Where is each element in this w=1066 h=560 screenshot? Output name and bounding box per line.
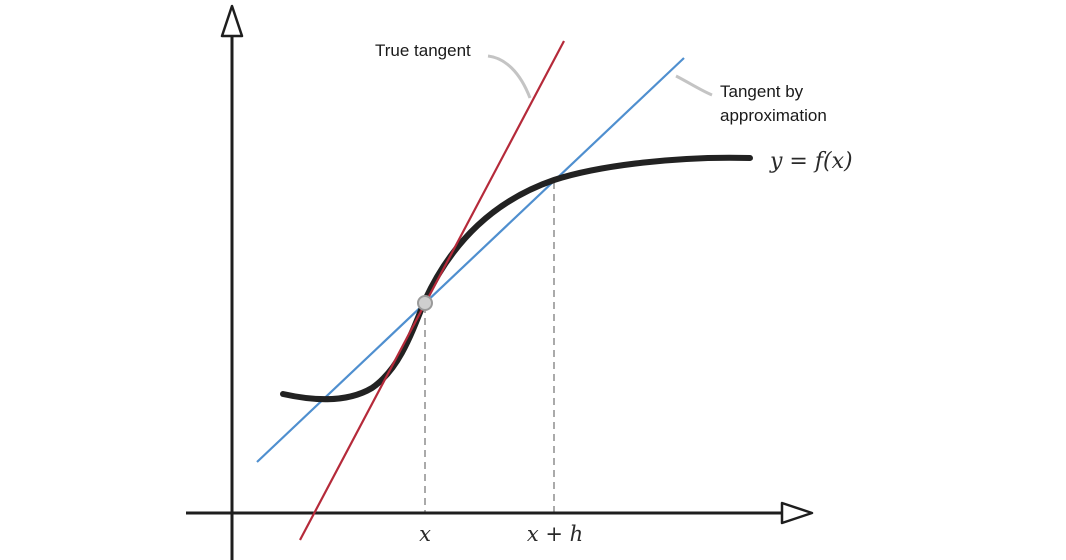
y-axis-arrow-icon — [220, 4, 244, 38]
function-label: y = f(x) — [769, 149, 853, 174]
true-tangent-line — [299, 40, 565, 541]
true-tangent-label: True tangent — [375, 41, 471, 60]
x-tick-label: x — [419, 522, 431, 546]
x-axis-arrow-icon — [780, 501, 814, 525]
x-plus-h-tick-label: x + h — [527, 522, 583, 546]
function-curve — [280, 154, 753, 403]
tangent-point — [417, 295, 433, 311]
approx-tangent-label-line1: Tangent by — [720, 82, 804, 101]
approx-tangent-leader — [675, 74, 713, 97]
true-tangent-leader — [487, 54, 532, 99]
approx-tangent-label-line2: approximation — [720, 106, 827, 125]
approx-tangent-line — [256, 57, 685, 463]
